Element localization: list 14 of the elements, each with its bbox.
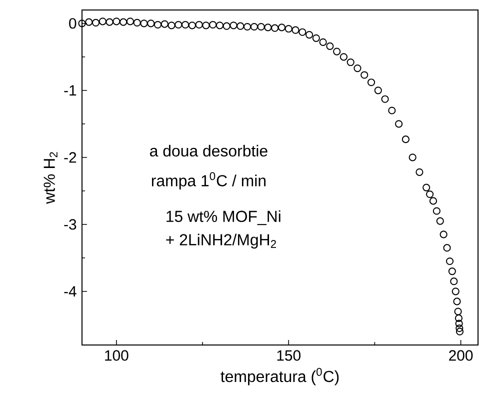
y-tick-label: -1 bbox=[64, 85, 76, 96]
y-axis-title: wt% H$_{2}$ bbox=[44, 152, 58, 204]
x-tick-label: 100 bbox=[105, 350, 128, 361]
x-tick-label: 200 bbox=[449, 350, 473, 361]
y-tick-label: -3 bbox=[64, 219, 76, 230]
annotation: rampa 1$^{0}$C / min bbox=[152, 172, 266, 190]
annotation: a doua desorbtie bbox=[150, 144, 268, 157]
x-axis-title: temperatura ($^{0}$C) bbox=[220, 368, 339, 386]
annotation: 15 wt% MOF_Ni bbox=[166, 210, 280, 226]
y-tick-label: 0 bbox=[69, 18, 76, 29]
x-tick-label: 150 bbox=[277, 350, 300, 361]
y-tick-label: -2 bbox=[64, 152, 76, 163]
y-tick-label: -4 bbox=[64, 286, 76, 297]
annotation: + 2LiNH2/MgH$_{2}$ bbox=[166, 234, 276, 249]
